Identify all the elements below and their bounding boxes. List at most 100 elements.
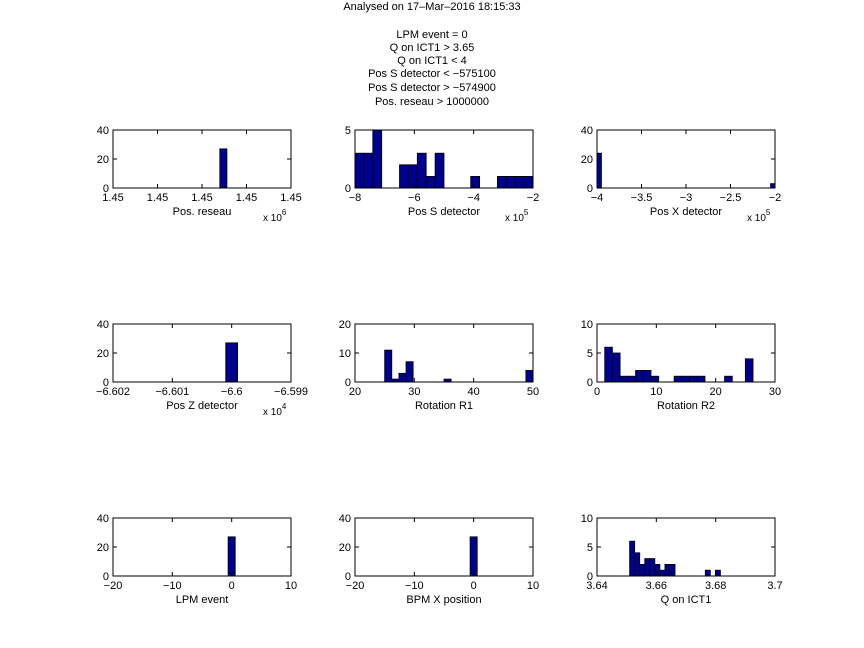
x-axis-label: Pos X detector — [650, 206, 722, 218]
x-axis-label: Q on ICT1 — [661, 594, 712, 606]
x-axis-label: Pos Z detector — [166, 400, 238, 412]
histogram-bar — [407, 164, 418, 189]
y-tick-label: 40 — [339, 513, 351, 525]
x-tick-label: −3 — [680, 192, 693, 204]
x-tick-label: −2 — [527, 192, 540, 204]
axis-exponent-power: 5 — [524, 208, 529, 217]
axis-exponent: x 105 — [747, 208, 771, 224]
x-tick-label: 1.45 — [191, 192, 212, 204]
x-tick-label: 20 — [710, 386, 722, 398]
histogram-bar — [770, 183, 776, 189]
filter-line: Q on ICT1 > 3.65 — [389, 42, 475, 54]
x-tick-label: 50 — [527, 386, 539, 398]
filter-line: Pos S detector < −575100 — [368, 68, 496, 80]
x-tick-label: −8 — [349, 192, 362, 204]
histogram-bar — [496, 175, 507, 189]
x-tick-label: 3.7 — [767, 580, 782, 592]
histogram-panel: 0 20 40 −20 −10 0 10 LPM event — [97, 513, 297, 606]
x-tick-label: −20 — [346, 580, 365, 592]
axes-frame — [112, 517, 292, 577]
y-tick-label: 40 — [581, 125, 593, 137]
histogram-bar — [689, 375, 698, 383]
y-tick-label: 10 — [581, 513, 593, 525]
histogram-bar — [596, 152, 602, 189]
histogram-bar — [664, 564, 671, 577]
histogram-bar — [416, 152, 427, 189]
histogram-panel: 0 5 10 3.64 3.66 3.68 3.7 Q on ICT1 — [581, 513, 783, 606]
axis-exponent: x 106 — [263, 208, 287, 224]
y-tick-label: 20 — [339, 542, 351, 554]
x-tick-label: 10 — [650, 386, 662, 398]
histogram-panel: 0 20 40 1.45 1.45 1.45 1.45 1.45 Pos. reseau x 10… — [97, 125, 302, 224]
histogram-bar — [363, 152, 374, 189]
axis-exponent-base: x 10 — [263, 213, 282, 224]
histogram-bar — [639, 564, 646, 577]
y-tick-label: 20 — [581, 154, 593, 166]
axes-frame — [354, 323, 534, 383]
x-axis-label: Rotation R2 — [657, 400, 715, 412]
histogram-bar — [469, 536, 478, 577]
histogram-bar — [654, 564, 661, 577]
axis-exponent-power: 6 — [282, 208, 287, 217]
histogram-panel: 0 20 40 −4 −3.5 −3 −2.5 −2 Pos X detector x 105 — [581, 125, 782, 224]
histogram-bar — [659, 569, 666, 577]
histogram-bar — [744, 358, 754, 383]
axes-frame — [596, 129, 776, 189]
axis-exponent: x 104 — [263, 402, 287, 418]
filter-line: LPM event = 0 — [396, 29, 468, 41]
histogram-bar — [619, 375, 629, 383]
histogram-bar — [604, 346, 613, 383]
x-tick-label: 3.68 — [705, 580, 726, 592]
histogram-bar — [669, 564, 676, 577]
x-tick-label: 3.64 — [586, 580, 607, 592]
y-tick-label: 0 — [587, 377, 593, 389]
y-tick-label: 20 — [339, 319, 351, 331]
axis-exponent-base: x 10 — [747, 213, 766, 224]
x-tick-label: −20 — [104, 580, 123, 592]
x-tick-label: −6.599 — [274, 386, 308, 398]
histogram-bar — [525, 369, 534, 383]
histogram-bar — [635, 369, 644, 383]
y-tick-label: 40 — [97, 319, 109, 331]
axes-frame — [354, 517, 534, 577]
histogram-bar — [629, 540, 636, 577]
histogram-panel: 0 20 40 −20 −10 0 10 BPM X position — [339, 513, 539, 606]
x-tick-label: 1.45 — [102, 192, 123, 204]
histogram-bar — [704, 569, 711, 577]
histogram-bar — [398, 372, 407, 383]
y-tick-label: 0 — [103, 377, 109, 389]
y-tick-label: 0 — [345, 571, 351, 583]
x-tick-label: −4 — [591, 192, 604, 204]
histogram-bar — [523, 175, 534, 189]
y-tick-label: 0 — [103, 183, 109, 195]
histogram-bar — [681, 375, 690, 383]
histogram-bar — [384, 349, 393, 383]
filter-line: Pos S detector > −574900 — [368, 82, 496, 94]
y-tick-label: 40 — [97, 125, 109, 137]
y-tick-label: 10 — [581, 319, 593, 331]
axes-frame — [112, 129, 292, 189]
filter-line: Pos. reseau > 1000000 — [374, 96, 490, 108]
y-tick-label: 5 — [345, 125, 351, 137]
axes-frame — [354, 129, 534, 189]
histogram-bar — [405, 361, 414, 383]
x-axis-label: Pos S detector — [408, 206, 480, 218]
x-tick-label: 1.45 — [147, 192, 168, 204]
histogram-bar — [724, 375, 733, 383]
histogram-bar — [650, 375, 660, 383]
y-tick-label: 0 — [345, 377, 351, 389]
x-tick-label: 0 — [471, 580, 477, 592]
axis-exponent: x 105 — [505, 208, 529, 224]
histogram-panel: 0 10 20 20 30 40 50 Rotation R1 — [339, 319, 539, 412]
y-tick-label: 0 — [103, 571, 109, 583]
histogram-bar — [634, 552, 641, 577]
histogram-bar — [219, 148, 228, 189]
y-tick-label: 20 — [97, 348, 109, 360]
histogram-bar — [627, 375, 636, 383]
histogram-bar — [425, 175, 436, 189]
x-tick-label: 10 — [285, 580, 297, 592]
y-tick-label: 5 — [587, 348, 593, 360]
x-tick-label: −10 — [405, 580, 424, 592]
axis-exponent-base: x 10 — [505, 213, 524, 224]
